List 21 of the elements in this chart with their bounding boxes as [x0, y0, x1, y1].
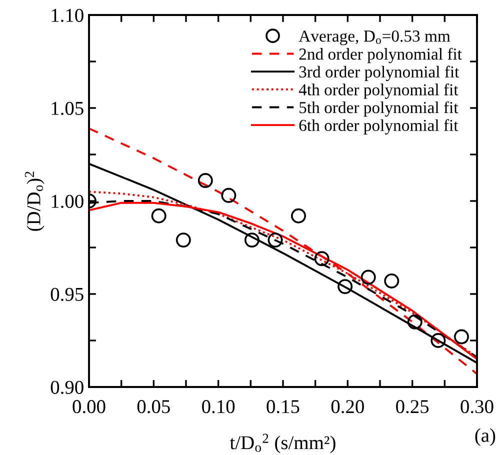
text: (a) — [475, 428, 496, 446]
legend-label: 4th order polynomial fit — [298, 83, 458, 99]
x-tick-label: 0.10 — [202, 400, 235, 414]
legend-label: Average, D$_{o}$=0.53 mm — [298, 30, 450, 46]
y-tick-label: 1.00 — [52, 194, 84, 208]
x-tick-label: 0.00 — [72, 400, 106, 414]
y-tick-label: 1.10 — [52, 8, 84, 22]
x-tick-label: 0.05 — [137, 400, 170, 414]
legend-label: 5th order polynomial fit — [300, 101, 458, 117]
x-tick-label: 0.20 — [331, 400, 364, 414]
y-tick-label: 0.95 — [50, 288, 84, 302]
legend-label: 2nd order polynomial fit — [299, 48, 462, 64]
y-axis-title: (D/D$_{o}$)$^{2}$ — [24, 172, 44, 231]
x-tick-label: 0.25 — [396, 400, 429, 414]
y-tick-label: 1.05 — [52, 102, 84, 116]
x-axis-title: t/D$_{o}$$^{2}$ (s/mm²) — [230, 434, 336, 454]
legend-label: 3rd order polynomial fit — [299, 66, 460, 81]
x-tick-label: 0.15 — [266, 400, 300, 414]
x-tick-label: 0.30 — [460, 400, 494, 414]
legend-label: 6th order polynomial fit — [299, 119, 458, 134]
y-tick-label: 0.90 — [50, 380, 84, 394]
